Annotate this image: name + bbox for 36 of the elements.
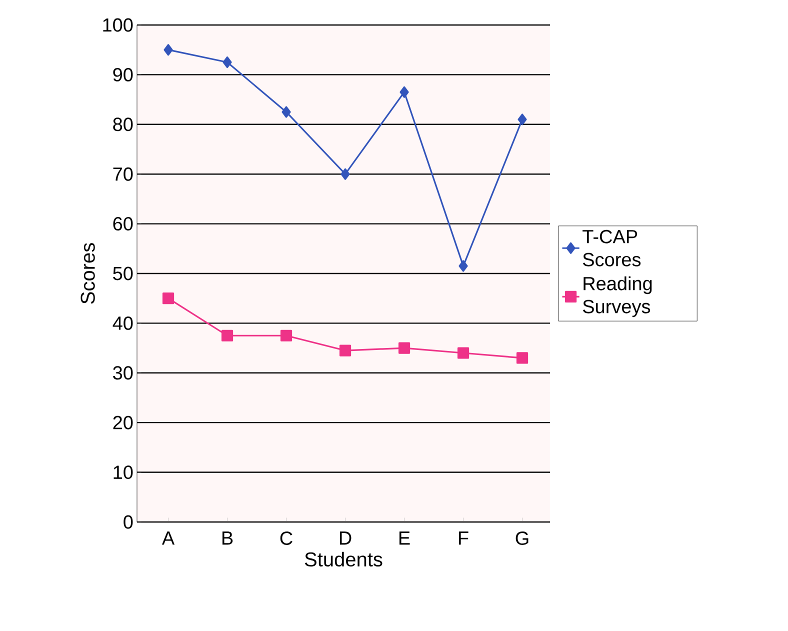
point <box>164 44 173 56</box>
legend-label: T-CAP Scores <box>582 230 641 266</box>
y-tick-label: 30 <box>113 366 133 380</box>
point <box>221 330 234 342</box>
x-axis-title: Students <box>304 552 382 567</box>
y-tick-label: 40 <box>112 316 133 330</box>
x-tick-label: A <box>162 532 175 545</box>
y-tick-label: 60 <box>113 217 133 231</box>
x-tick-label: D <box>340 532 352 545</box>
y-tick-label: 90 <box>113 68 133 82</box>
y-tick-label: 80 <box>113 118 133 132</box>
point <box>282 106 291 118</box>
point <box>398 342 410 354</box>
point <box>400 86 409 98</box>
y-tick-label: 0 <box>124 515 133 529</box>
y-tick-label: 50 <box>113 266 133 280</box>
x-tick-label: G <box>516 532 528 545</box>
point <box>340 168 350 180</box>
y-tick-label: 100 <box>103 18 133 32</box>
point <box>280 330 292 342</box>
point <box>518 114 527 126</box>
x-tick-label: E <box>399 532 410 545</box>
x-tick-label: C <box>280 532 292 545</box>
x-tick-label: F <box>459 532 468 545</box>
point <box>458 260 468 272</box>
point <box>339 344 352 356</box>
y-tick-label: 20 <box>113 416 133 430</box>
y-tick-label: 10 <box>114 466 133 480</box>
y-tick-label: 70 <box>113 167 133 181</box>
y-axis-title: Scores <box>80 243 95 304</box>
point <box>457 347 470 359</box>
point <box>516 352 528 364</box>
x-tick-label: B <box>222 532 233 545</box>
legend-label: Reading Surveys <box>582 276 652 318</box>
point <box>162 292 174 304</box>
point <box>222 56 232 68</box>
